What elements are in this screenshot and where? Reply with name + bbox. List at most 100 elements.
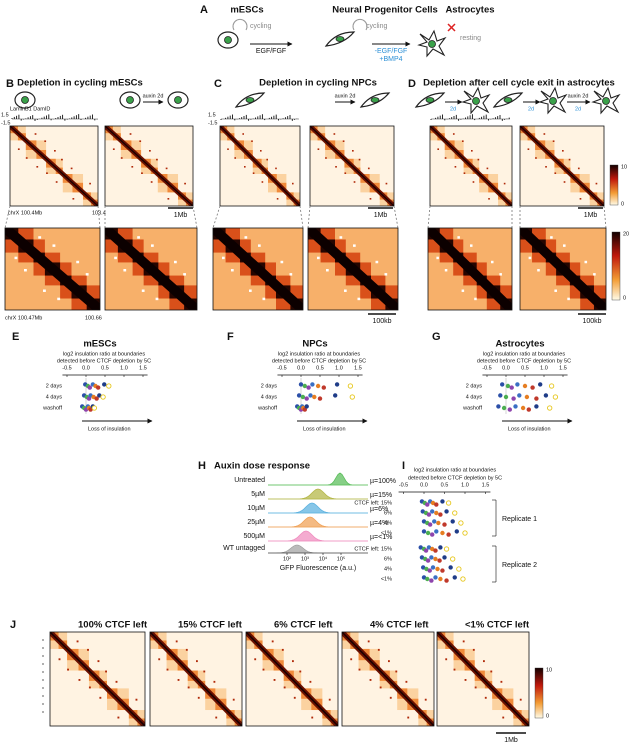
data-dot (530, 385, 535, 390)
nucleus (245, 97, 255, 103)
data-dot (538, 382, 543, 387)
track-dot (42, 679, 44, 681)
data-dot (454, 529, 459, 534)
nucleus (425, 97, 435, 103)
data-dot (434, 502, 439, 507)
data-dot (304, 396, 309, 401)
tick-label: 10² (283, 556, 291, 562)
panel-letter: A (200, 4, 208, 16)
footer: Loss of insulation (303, 426, 346, 432)
footer: Loss of insulation (508, 426, 551, 432)
data-dot (300, 394, 306, 400)
data-dot (425, 502, 430, 507)
data-dot (106, 383, 112, 389)
data-dot (445, 500, 452, 506)
data-dot (321, 385, 326, 390)
heatmap (310, 126, 394, 206)
stage-label: mESCs (230, 5, 263, 16)
data-dot (456, 566, 462, 572)
heatmap (10, 126, 98, 206)
data-dot (419, 555, 425, 560)
scale-label: 1Mb (374, 212, 388, 219)
data-dot (435, 566, 440, 572)
nucleus (21, 96, 29, 104)
state-label: resting (460, 35, 481, 42)
data-dot (444, 578, 449, 583)
cycle-arrow (232, 18, 248, 31)
heatmap-frame (436, 631, 530, 727)
track-dot (42, 663, 44, 665)
heatmap (520, 228, 606, 310)
data-dot (452, 575, 457, 580)
replicate-label: Replicate 2 (502, 562, 537, 569)
data-dot (438, 576, 443, 582)
nucleus (428, 40, 436, 48)
data-dot (543, 393, 549, 398)
tick-label: 0.5 (316, 365, 324, 371)
nucleus (503, 97, 513, 103)
data-dot (442, 555, 447, 560)
row-label: CTCF left: 15% (354, 546, 392, 552)
tick-label: 1.0 (335, 365, 343, 371)
panel-letter: D (408, 78, 416, 90)
data-dot (421, 529, 427, 534)
nucleus (602, 97, 610, 105)
row-label: washoff (462, 405, 482, 411)
data-dot (458, 520, 464, 526)
tick-label: 1.0 (120, 365, 128, 371)
data-dot (426, 545, 432, 550)
heatmap-frame (519, 125, 605, 207)
panel-letter: H (198, 460, 206, 472)
tick-label: 0.0 (502, 365, 510, 371)
row-label: 4% (384, 566, 392, 572)
data-dot (433, 548, 438, 553)
heatmap (430, 126, 512, 206)
data-dot (425, 576, 430, 582)
data-dot (430, 500, 436, 506)
data-dot (100, 394, 106, 400)
treatment: EGF/FGF (256, 48, 286, 55)
treatment: auxin 2d (143, 93, 164, 99)
data-dot (505, 383, 511, 389)
colorbar-label: 0 (546, 713, 549, 719)
heatmap-frame (307, 227, 399, 311)
tick-label: 1.5 (139, 365, 147, 371)
tick-label: 0.0 (82, 365, 90, 371)
row-label: washoff (42, 405, 62, 411)
data-dot (429, 555, 434, 560)
heatmap-frame (49, 631, 146, 727)
colorbar (611, 231, 621, 301)
row-label: 4 days (261, 394, 277, 400)
line (393, 205, 399, 229)
data-dot (507, 407, 512, 412)
row-label: 6% (384, 510, 392, 516)
data-dot (520, 405, 526, 411)
heatmap-title: 4% CTCF left (370, 620, 429, 631)
heatmap-title: 100% CTCF left (78, 620, 148, 631)
data-dot (440, 568, 445, 573)
row-label: 2 days (466, 383, 482, 389)
data-dot (552, 394, 559, 400)
nucleus (224, 36, 232, 44)
data-dot (517, 393, 522, 398)
nucleus (174, 96, 182, 104)
data-dot (333, 393, 338, 398)
arrow-label: auxin 2d (568, 93, 589, 99)
tick-label: 0.5 (441, 482, 449, 488)
track-dot (42, 655, 44, 657)
colorbar-label: 20 (623, 231, 629, 237)
data-dot (349, 394, 355, 400)
tick-label: 0.0 (297, 365, 305, 371)
mu-label: µ=4% (370, 520, 388, 527)
data-dot (347, 383, 354, 389)
heatmap-frame (104, 227, 198, 311)
arrow-label: 2d (450, 106, 456, 112)
data-dot (317, 396, 323, 401)
panel-letter: B (6, 78, 14, 90)
stage-label: Neural Progenitor Cells (332, 5, 438, 16)
data-dot (426, 512, 432, 517)
track-dot (42, 695, 44, 697)
data-dot (446, 532, 451, 537)
ridge (268, 516, 368, 528)
